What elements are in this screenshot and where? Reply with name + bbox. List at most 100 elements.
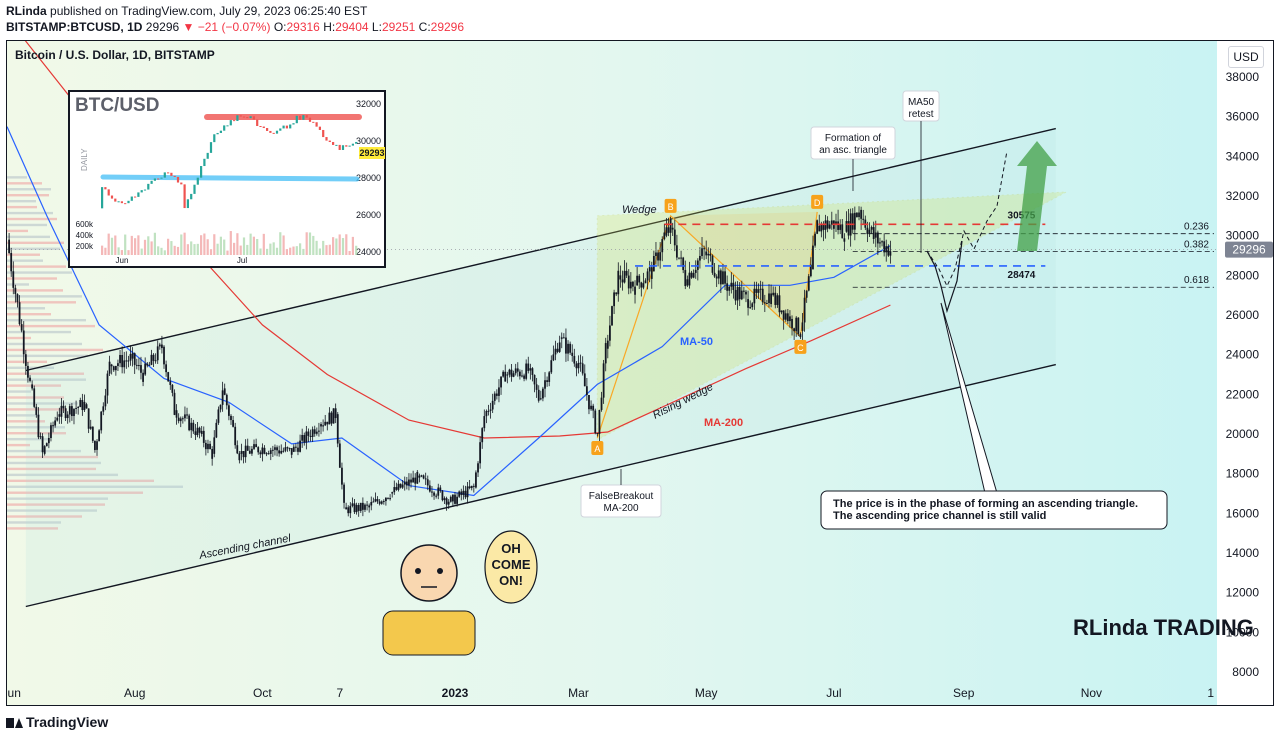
candle-body xyxy=(52,425,54,427)
inset-y-label: 30000 xyxy=(356,136,381,146)
candle-body xyxy=(318,430,320,432)
candle-body xyxy=(280,450,283,454)
candle-body xyxy=(217,409,220,423)
candle-body xyxy=(198,427,201,433)
candle-body xyxy=(544,380,546,389)
inset-volume-bar xyxy=(140,248,143,255)
candle-body xyxy=(734,289,737,301)
candle-body xyxy=(648,267,651,272)
candle-body xyxy=(376,499,379,502)
candle-body xyxy=(874,232,877,238)
candle-body xyxy=(119,354,121,364)
inset-volume-bar xyxy=(153,232,156,255)
volume-profile-bar xyxy=(7,426,65,429)
inset-volume-bar xyxy=(167,238,170,255)
candle-body xyxy=(812,245,814,270)
candle-body xyxy=(663,232,666,240)
candle-body xyxy=(100,411,103,431)
candle-body xyxy=(456,496,458,504)
candle-body xyxy=(732,282,735,290)
candle-body xyxy=(110,364,113,367)
volume-profile-bar xyxy=(7,188,51,191)
candle-body xyxy=(265,453,268,455)
candle-body xyxy=(37,414,40,438)
inset-volume-bar xyxy=(348,250,351,255)
candle-body xyxy=(294,446,297,448)
candle-body xyxy=(290,448,293,455)
candle-body xyxy=(745,291,747,295)
volume-profile-bar xyxy=(7,432,66,435)
candle-body xyxy=(343,484,345,503)
point-marker-d xyxy=(811,194,824,209)
inset-candle xyxy=(203,158,206,167)
candle-body xyxy=(491,400,494,410)
candle-body xyxy=(437,487,440,496)
candle-body xyxy=(851,213,854,230)
candle-body xyxy=(588,394,590,410)
candle-body xyxy=(284,447,287,451)
channel-upper-line xyxy=(25,127,1056,372)
candle-body xyxy=(221,390,224,405)
currency-button[interactable]: USD xyxy=(1228,46,1264,68)
candle-body xyxy=(255,444,258,448)
y-tick-label: 16000 xyxy=(1226,506,1260,520)
chart-frame[interactable]: 8000 10000 12000 14000 16000 18000 20000 22000 2… xyxy=(6,40,1274,706)
candle-body xyxy=(223,388,226,395)
inset-candle xyxy=(242,116,246,118)
inset-candle xyxy=(190,193,193,200)
x-tick-label: Sep xyxy=(953,686,975,700)
candle-body xyxy=(862,218,865,220)
candle-body xyxy=(763,302,766,304)
volume-profile-bar xyxy=(7,176,27,179)
candle-body xyxy=(828,224,831,229)
inset-vol-label: 400k xyxy=(76,231,94,240)
inset-candle xyxy=(341,145,345,150)
volume-profile-bar xyxy=(7,491,143,494)
candle-body xyxy=(472,485,475,487)
inset-y-label: 24000 xyxy=(356,247,381,257)
inset-volume-bar xyxy=(328,244,331,255)
price-chart[interactable]: 8000 10000 12000 14000 16000 18000 20000 22000 2… xyxy=(7,41,1274,706)
candle-body xyxy=(516,368,519,372)
candle-body xyxy=(481,428,484,443)
candle-body xyxy=(75,407,77,409)
inset-candle xyxy=(134,196,137,198)
candle-body xyxy=(179,418,182,422)
author-name[interactable]: RLinda xyxy=(6,4,47,18)
candle-body xyxy=(818,225,821,232)
inset-volume-bar xyxy=(117,247,120,255)
candle-body xyxy=(102,406,105,412)
inset-volume-bar xyxy=(308,232,312,255)
inset-candle xyxy=(272,132,275,134)
candle-body xyxy=(548,372,551,382)
candle-body xyxy=(577,362,580,369)
candle-body xyxy=(338,443,341,468)
volume-profile-bar xyxy=(7,330,71,334)
volume-profile-bar xyxy=(7,348,103,352)
inset-candle xyxy=(150,180,153,184)
candle-body xyxy=(531,368,534,375)
inset-candle xyxy=(114,198,117,202)
x-tick-label: Jun xyxy=(7,686,21,700)
candle-body xyxy=(477,463,479,473)
candle-body xyxy=(638,275,641,283)
candle-body xyxy=(154,360,157,362)
candle-body xyxy=(688,272,691,286)
inset-candle xyxy=(289,124,292,129)
candle-body xyxy=(62,405,65,409)
volume-profile-bar xyxy=(7,390,31,393)
inset-price-tag-bg xyxy=(359,147,385,159)
candle-body xyxy=(190,422,193,431)
candle-body xyxy=(33,388,36,407)
candle-body xyxy=(380,501,383,504)
candle-body xyxy=(345,507,348,510)
candle-body xyxy=(244,445,247,458)
inset-volume-bar xyxy=(292,246,295,255)
inset-volume-bar xyxy=(332,237,335,255)
volume-profile-bar xyxy=(7,324,95,328)
tradingview-logo[interactable]: TradingView xyxy=(6,714,108,730)
inset-candle xyxy=(140,190,143,193)
candle-body xyxy=(200,430,203,434)
candle-body xyxy=(462,490,465,496)
candle-body xyxy=(590,405,592,410)
